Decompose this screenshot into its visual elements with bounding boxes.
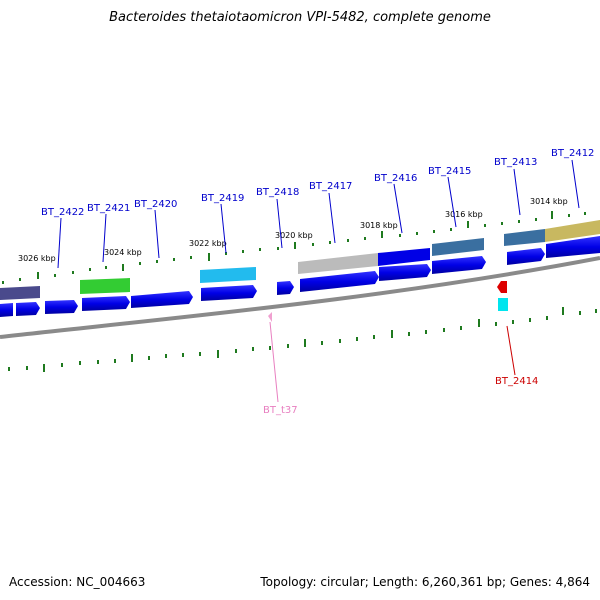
inner-tick-track (8, 307, 597, 372)
gene-arrow (507, 248, 545, 265)
kbp-label-3016: 3016 kbp (445, 210, 483, 219)
gene-arrow (131, 291, 193, 308)
gene-arrow (82, 296, 130, 311)
gene-label-bt2415: BT_2415 (428, 166, 471, 177)
cog-segment-steel (432, 238, 484, 256)
gene-arrow (45, 300, 78, 314)
gene-label-bt2422: BT_2422 (41, 207, 84, 218)
accession-text: Accession: NC_004663 (9, 575, 146, 589)
gene-arrow (0, 303, 13, 317)
gene-label-bt2421: BT_2421 (87, 203, 130, 214)
gene-arrow (16, 302, 40, 316)
trna-feature (268, 312, 272, 322)
gene-label-bt2418: BT_2418 (256, 187, 299, 198)
gene-arrow (277, 281, 294, 295)
kbp-labels: 3026 kbp 3024 kbp 3022 kbp 3020 kbp 3018… (18, 197, 568, 263)
gene-label-bt2412: BT_2412 (551, 148, 594, 159)
gene-label-bt2413: BT_2413 (494, 157, 537, 168)
gene-label-bt2420: BT_2420 (134, 199, 177, 210)
gene-label-bt2416: BT_2416 (374, 173, 417, 184)
cog-segment-green (80, 278, 130, 294)
cog-segment-khaki (545, 220, 600, 242)
cog-track (0, 220, 600, 300)
cog-segment-blue (378, 248, 430, 266)
kbp-label-3014: 3014 kbp (530, 197, 568, 206)
gene-labels: BT_2422 BT_2421 BT_2420 BT_2419 BT_2418 … (41, 148, 594, 416)
outer-tick-track (2, 211, 586, 284)
genome-backbone (0, 256, 600, 339)
gene-arrow (432, 256, 486, 274)
gene-arrow (201, 285, 257, 301)
gene-label-bt2417: BT_2417 (309, 181, 352, 192)
cog-segment-grey (298, 253, 378, 274)
genome-summary: Topology: circular; Length: 6,260,361 bp… (260, 575, 590, 589)
rrna-feature-red (497, 281, 507, 293)
kbp-label-3022: 3022 kbp (189, 239, 227, 248)
kbp-label-3020: 3020 kbp (275, 231, 313, 240)
gene-label-bt2414: BT_2414 (495, 376, 538, 387)
cog-segment-purple (0, 286, 40, 300)
kbp-label-3026: 3026 kbp (18, 254, 56, 263)
gene-arrow (379, 264, 431, 281)
cog-segment-cyan (200, 267, 256, 283)
kbp-label-3018: 3018 kbp (360, 221, 398, 230)
gene-arrow (300, 271, 379, 292)
label-leaders (57, 159, 580, 403)
forward-strand (0, 236, 600, 317)
reverse-strand (268, 281, 508, 322)
gene-arrow (546, 236, 600, 258)
rrna-feature-cyan (498, 298, 508, 311)
genome-title: Bacteroides thetaiotaomicron VPI-5482, c… (109, 10, 491, 25)
gene-label-bt2419: BT_2419 (201, 193, 244, 204)
cog-segment-steel-2 (504, 229, 545, 246)
gene-label-btt37: BT_t37 (263, 405, 298, 416)
kbp-label-3024: 3024 kbp (104, 248, 142, 257)
